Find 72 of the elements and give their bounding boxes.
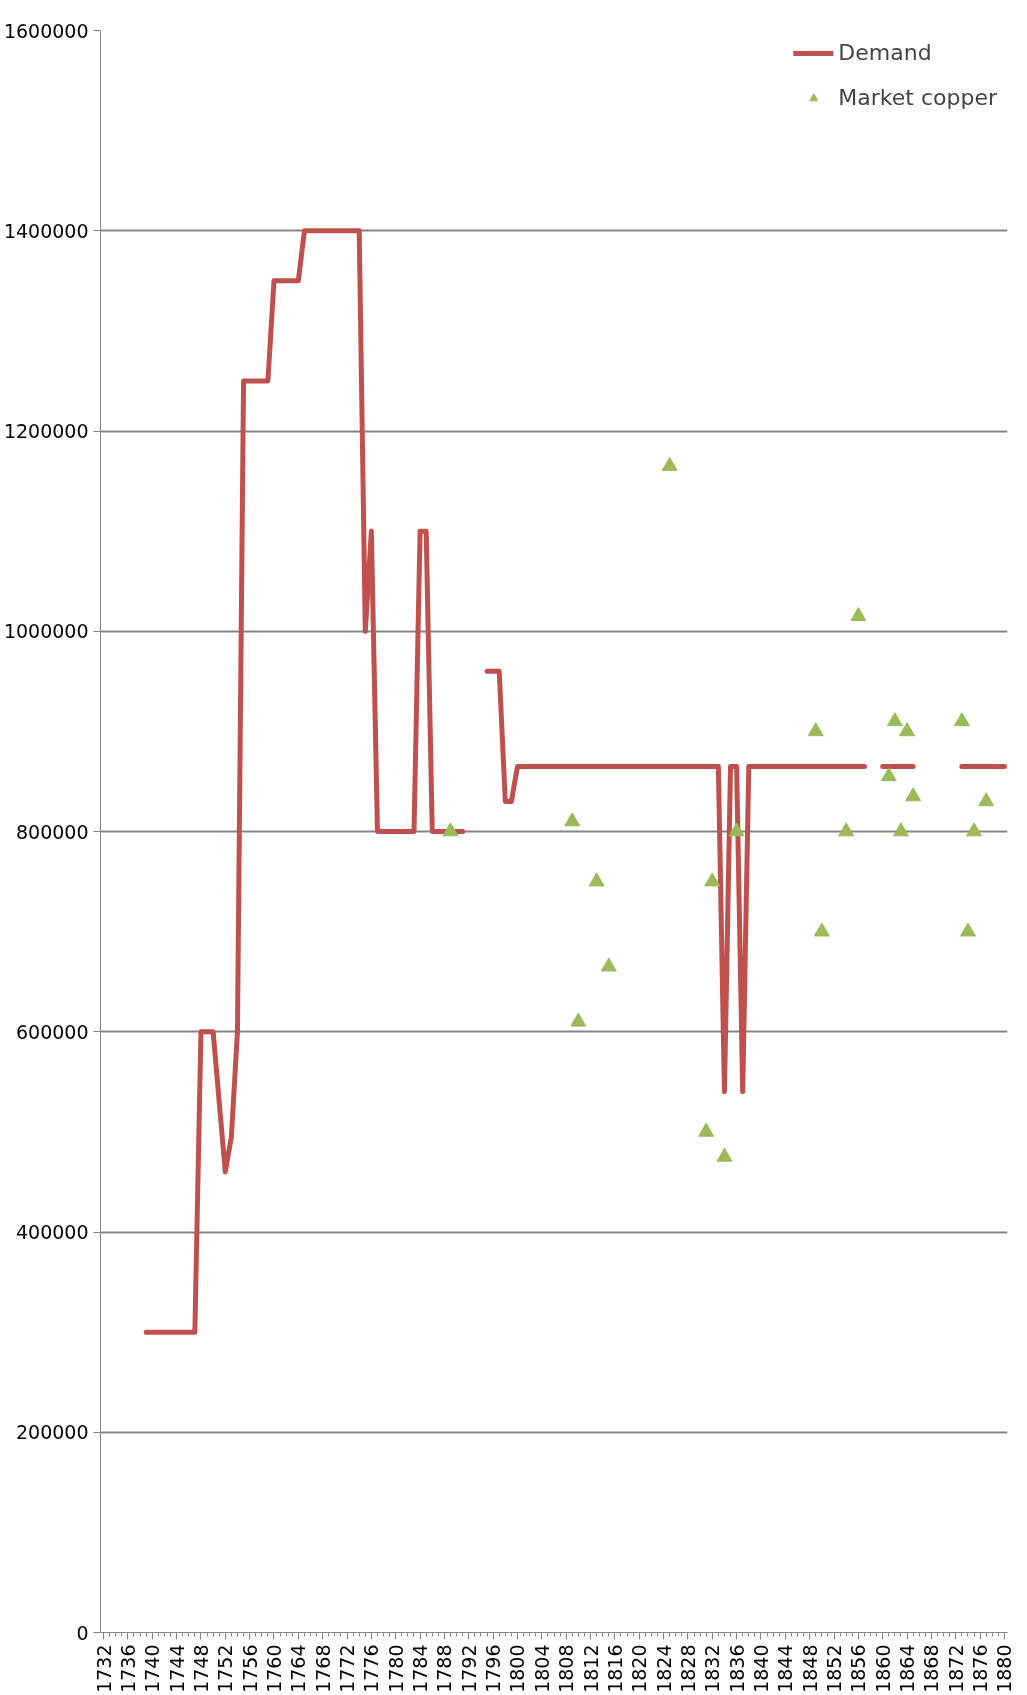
point [953, 712, 970, 727]
x-tick-label: 1848 [798, 1644, 821, 1693]
y-tick-label: 200000 [15, 1421, 89, 1444]
point [807, 722, 824, 737]
x-tick-label: 1788 [433, 1644, 456, 1693]
x-tick-label: 1828 [676, 1644, 699, 1693]
x-tick-label: 1864 [896, 1644, 919, 1693]
x-tick-label: 1792 [457, 1644, 480, 1693]
point [600, 957, 617, 972]
y-tick-label: 1400000 [3, 219, 89, 242]
point [899, 722, 916, 737]
x-tick-label: 1808 [555, 1644, 578, 1693]
x-tick-label: 1800 [506, 1644, 529, 1693]
point [813, 922, 830, 937]
x-tick-label: 1784 [409, 1644, 432, 1693]
point [698, 1122, 715, 1137]
x-tick-label: 1860 [871, 1644, 894, 1693]
x-tick-label: 1824 [652, 1644, 675, 1693]
x-tick-label: 1856 [847, 1644, 870, 1693]
x-tick-label: 1868 [920, 1644, 943, 1693]
x-tick-label: 1880 [993, 1644, 1016, 1693]
point [966, 822, 983, 837]
point [442, 822, 459, 837]
x-tick-label: 1744 [165, 1644, 188, 1693]
point [905, 787, 922, 802]
x-tick-label: 1812 [579, 1644, 602, 1693]
point [886, 712, 903, 727]
point [588, 872, 605, 887]
point [661, 456, 678, 471]
y-tick-label: 1600000 [3, 19, 89, 42]
point [564, 812, 581, 827]
x-tick-label: 1780 [384, 1644, 407, 1693]
x-tick-label: 1820 [628, 1644, 651, 1693]
x-tick-label: 1872 [944, 1644, 967, 1693]
point [850, 607, 867, 622]
x-tick-label: 1772 [336, 1644, 359, 1693]
x-tick-label: 1852 [823, 1644, 846, 1693]
legend-label: Market copper [838, 85, 997, 110]
x-tick-label: 1764 [287, 1644, 310, 1693]
x-tick-label: 1748 [189, 1644, 212, 1693]
x-tick-label: 1776 [360, 1644, 383, 1693]
point [716, 1147, 733, 1162]
point [959, 922, 976, 937]
x-tick-label: 1804 [530, 1644, 553, 1693]
y-tick-label: 800000 [15, 820, 89, 843]
x-tick-label: 1840 [749, 1644, 772, 1693]
point [838, 822, 855, 837]
x-tick-label: 1768 [311, 1644, 334, 1693]
point [704, 872, 721, 887]
y-tick-label: 1200000 [3, 420, 89, 442]
x-tick-label: 1816 [603, 1644, 626, 1693]
point [570, 1012, 587, 1027]
x-tick-label: 1756 [238, 1644, 261, 1693]
legend-label: Demand [838, 40, 932, 65]
point [880, 767, 897, 782]
point [728, 822, 745, 837]
x-tick-label: 1876 [969, 1644, 992, 1693]
x-tick-label: 1736 [116, 1644, 139, 1693]
x-tick-label: 1844 [774, 1644, 797, 1693]
x-tick-label: 1832 [701, 1644, 724, 1693]
x-tick-label: 1740 [141, 1644, 164, 1693]
x-tick-label: 1836 [725, 1644, 748, 1693]
y-tick-label: 1000000 [3, 620, 89, 643]
x-tick-label: 1752 [214, 1644, 237, 1693]
y-tick-label: 400000 [15, 1221, 89, 1243]
point [892, 822, 909, 837]
point [978, 792, 995, 807]
y-tick-label: 0 [76, 1621, 89, 1644]
y-tick-label: 600000 [15, 1020, 89, 1043]
x-tick-label: 1760 [262, 1644, 285, 1693]
x-tick-label: 1796 [482, 1644, 505, 1693]
x-tick-label: 1732 [92, 1644, 115, 1693]
